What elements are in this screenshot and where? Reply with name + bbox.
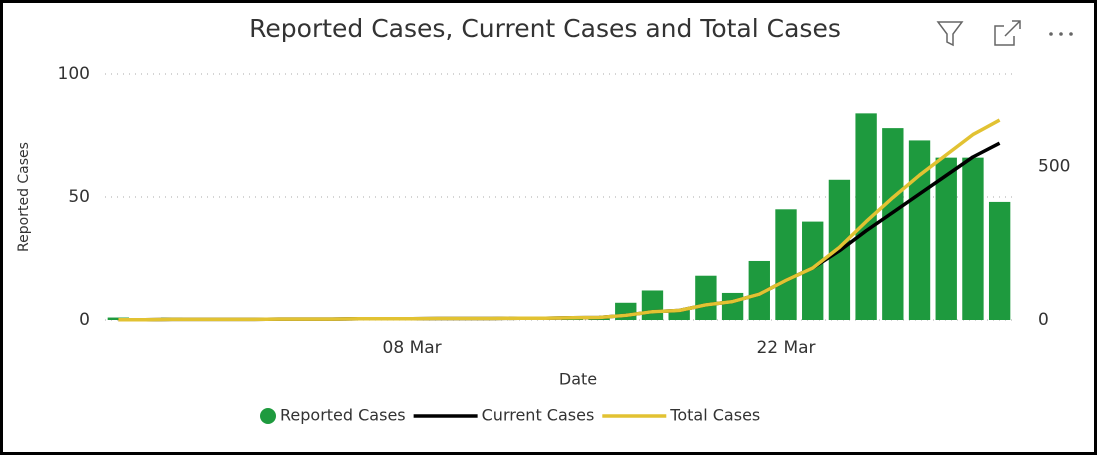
dot: [1069, 32, 1073, 36]
x-tick-label: 08 Mar: [383, 338, 442, 358]
bar: [855, 113, 877, 320]
bar: [107, 317, 130, 320]
filter-shape: [936, 21, 964, 47]
legend-item[interactable]: Reported Cases: [260, 406, 406, 425]
focus-icon[interactable]: [994, 20, 1021, 46]
bar: [668, 310, 690, 320]
y-axis-title: Reported Cases: [16, 142, 32, 252]
line: [118, 118, 1001, 322]
filter-icon[interactable]: [936, 21, 964, 47]
dot: [1049, 32, 1053, 36]
legend-swatch: [260, 408, 276, 424]
legend-label: Current Cases: [482, 406, 595, 425]
bar: [802, 221, 824, 320]
y2-tick-label: 0: [1038, 310, 1049, 330]
bar: [935, 157, 957, 320]
x-axis-title: Date: [559, 370, 597, 389]
chart-title: Reported Cases, Current Cases and Total …: [249, 14, 841, 43]
bar: [695, 275, 717, 320]
y-tick-label: 50: [68, 187, 90, 207]
dot: [1059, 32, 1063, 36]
legend-item[interactable]: Total Cases: [602, 406, 760, 425]
legend-label: Total Cases: [669, 406, 760, 425]
bar: [908, 140, 931, 320]
legend-label: Reported Cases: [280, 406, 406, 425]
bar: [641, 290, 664, 320]
bar: [882, 128, 904, 320]
bar: [962, 157, 984, 320]
bar: [721, 292, 744, 320]
legend-item[interactable]: Current Cases: [413, 406, 595, 425]
x-tick-label: 22 Mar: [756, 338, 815, 358]
bar: [988, 201, 1011, 320]
y-tick-label: 0: [79, 310, 90, 330]
bar: [748, 260, 770, 320]
bar: [775, 209, 797, 320]
y2-tick-label: 500: [1038, 156, 1070, 176]
more-icon[interactable]: [1049, 32, 1073, 36]
focus-shape: [994, 20, 1021, 46]
y-tick-label: 100: [58, 64, 90, 84]
